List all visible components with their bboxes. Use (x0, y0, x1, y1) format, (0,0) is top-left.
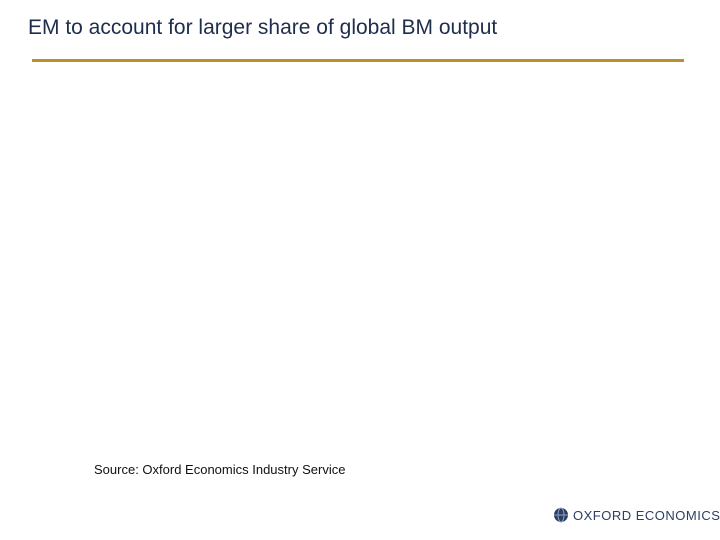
logo-globe (554, 507, 568, 523)
logo: OXFORD ECONOMICS (553, 507, 720, 523)
title: EM to account for larger share of global… (28, 16, 498, 39)
source-note: Source: Oxford Economics Industry Servic… (94, 462, 346, 477)
title-rule (32, 59, 684, 62)
logo-text: OXFORD ECONOMICS (573, 507, 720, 523)
